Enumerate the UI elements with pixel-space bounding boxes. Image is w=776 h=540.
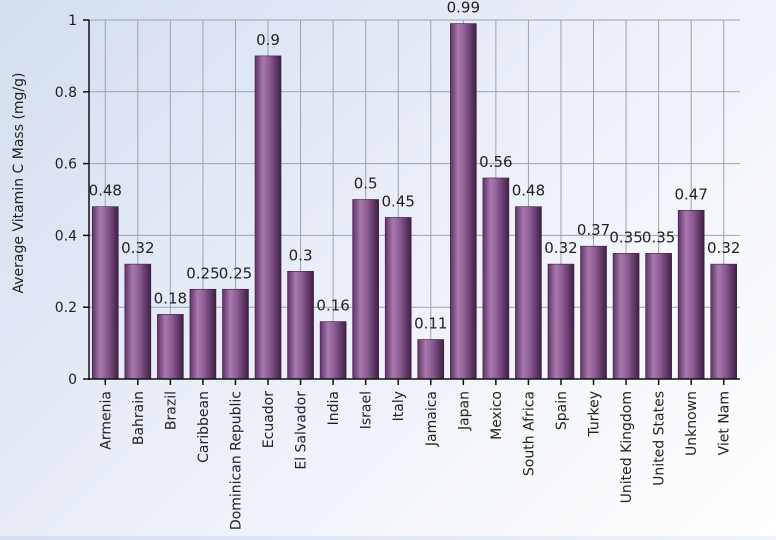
axes: 0 0.2 0.4 0.6 0.8 1 Armenia Bahrain Brazil Caribb… bbox=[55, 13, 740, 530]
x-tick-label: Unknown bbox=[684, 391, 700, 456]
x-tick-label: Jamaica bbox=[424, 391, 440, 447]
data-label: 0.35 bbox=[642, 228, 675, 246]
y-tick-label: 0.6 bbox=[55, 157, 77, 173]
x-tick-label: Israel bbox=[359, 391, 375, 429]
y-axis-title: Average Vitamin C Mass (mg/g) bbox=[11, 73, 27, 294]
x-tick-label: Turkey bbox=[587, 391, 603, 438]
x-tick-label: Brazil bbox=[163, 391, 179, 430]
bar-brazil bbox=[157, 314, 184, 380]
bar-viet-nam bbox=[710, 263, 738, 380]
bar-spain bbox=[547, 263, 575, 380]
data-label: 0.99 bbox=[447, 0, 480, 17]
data-label: 0.35 bbox=[609, 228, 642, 246]
bar-unknown bbox=[677, 209, 705, 380]
bar-india bbox=[319, 321, 347, 380]
data-label: 0.3 bbox=[289, 246, 313, 264]
data-label: 0.48 bbox=[89, 182, 122, 200]
y-tick-label: 0 bbox=[68, 372, 77, 388]
data-label: 0.5 bbox=[354, 175, 378, 193]
bar-japan bbox=[450, 23, 477, 380]
data-label: 0.9 bbox=[256, 31, 280, 49]
x-tick-label: United Kingdom bbox=[619, 391, 635, 503]
data-label: 0.56 bbox=[479, 153, 512, 171]
data-label: 0.37 bbox=[577, 221, 610, 239]
bar-israel bbox=[352, 199, 379, 380]
bar-ecuador bbox=[254, 55, 282, 380]
data-label: 0.45 bbox=[382, 192, 415, 210]
bars bbox=[91, 23, 738, 380]
bar-turkey bbox=[580, 245, 607, 380]
y-tick-label: 0.4 bbox=[55, 228, 77, 244]
data-labels: 0.48 0.32 0.18 0.25 0.25 0.9 0.3 0.16 0.50.45 0.1… bbox=[89, 0, 741, 333]
x-tick-label: Viet Nam bbox=[717, 391, 733, 455]
data-label: 0.48 bbox=[512, 182, 545, 200]
x-tick-label: Japan bbox=[456, 391, 472, 431]
data-label: 0.32 bbox=[121, 239, 154, 257]
data-label: 0.11 bbox=[414, 315, 447, 333]
x-tick-label: Caribbean bbox=[196, 391, 212, 463]
bar-dominican-republic bbox=[222, 288, 249, 380]
bar-armenia bbox=[91, 206, 119, 380]
x-tick-label: United States bbox=[652, 391, 668, 486]
bar-united-states bbox=[645, 253, 672, 380]
x-tick-label: Armenia bbox=[98, 391, 114, 450]
data-label: 0.25 bbox=[219, 264, 252, 282]
data-label: 0.32 bbox=[707, 239, 740, 257]
bar-united-kingdom bbox=[612, 253, 640, 380]
x-tick-label: India bbox=[326, 391, 342, 425]
bar-italy bbox=[384, 217, 412, 380]
x-tick-label: South Africa bbox=[521, 391, 537, 476]
data-label: 0.32 bbox=[544, 239, 577, 257]
bar-south-africa bbox=[515, 206, 542, 380]
data-label: 0.25 bbox=[186, 264, 219, 282]
x-tick-label: Spain bbox=[554, 391, 570, 430]
x-tick-label: Dominican Republic bbox=[228, 391, 244, 530]
data-label: 0.18 bbox=[154, 289, 187, 307]
y-tick-label: 0.2 bbox=[55, 300, 77, 316]
data-label: 0.16 bbox=[316, 297, 349, 315]
y-tick-label: 1 bbox=[68, 13, 77, 29]
bar-jamaica bbox=[417, 339, 445, 380]
data-label: 0.47 bbox=[674, 185, 707, 203]
bar-bahrain bbox=[124, 263, 152, 380]
bar-caribbean bbox=[189, 288, 217, 380]
x-tick-label: Italy bbox=[391, 391, 407, 421]
x-tick-label: Bahrain bbox=[131, 391, 147, 445]
x-tick-label: Mexico bbox=[489, 391, 505, 440]
bar-el-salvador bbox=[287, 270, 314, 380]
y-tick-label: 0.8 bbox=[55, 85, 77, 101]
bar-mexico bbox=[482, 177, 510, 380]
x-tick-label: Ecuador bbox=[261, 391, 277, 448]
x-tick-label: El Salvador bbox=[294, 391, 310, 470]
